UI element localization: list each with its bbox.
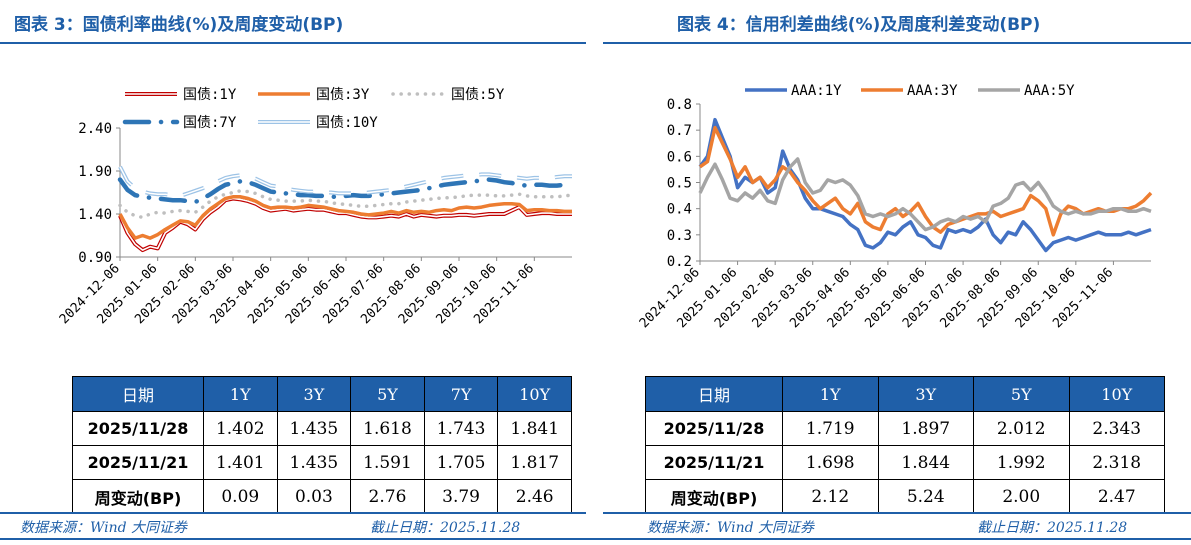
footer: 数据来源：Wind 大同证券 截止日期：2025.11.28 bbox=[603, 512, 1191, 536]
series-line bbox=[118, 189, 574, 220]
row-label: 2025/11/28 bbox=[72, 411, 204, 446]
table-cell: 1.743 bbox=[423, 411, 499, 446]
table-cell: 1.435 bbox=[276, 411, 352, 446]
table-header: 3Y bbox=[276, 376, 352, 412]
table-cell: 1.841 bbox=[497, 411, 572, 446]
cutoff-date: 截止日期：2025.11.28 bbox=[370, 520, 521, 536]
row-label: 周变动(BP) bbox=[645, 479, 783, 514]
series-line-inner bbox=[119, 166, 572, 197]
credit-spread-chart: 0.20.30.40.50.60.70.82024-12-062025-01-0… bbox=[637, 83, 1153, 331]
footer: 数据来源：Wind 大同证券 截止日期：2025.11.28 bbox=[0, 512, 586, 536]
right-panel: 图表 4：信用利差曲线(%)及周度利差变动(BP) 0.2 0.3 0.4 0.5 0.… bbox=[603, 0, 1191, 545]
table-header: 5Y bbox=[973, 376, 1070, 412]
table-cell: 1.719 bbox=[782, 411, 879, 446]
table-row: 2025/11/21 1.401 1.435 1.591 1.705 1.817 bbox=[72, 445, 572, 480]
table-header: 1Y bbox=[782, 376, 879, 412]
y-tick-label: 0.8 bbox=[667, 97, 692, 113]
bottom-rule bbox=[0, 538, 1191, 540]
credit-table: 日期 1Y 3Y 5Y 10Y 2025/11/28 1.719 1.897 2… bbox=[645, 376, 1165, 514]
table-header: 1Y bbox=[203, 376, 278, 412]
table-cell: 1.705 bbox=[423, 445, 499, 480]
table-row: 周变动(BP) 0.09 0.03 2.76 3.79 2.46 bbox=[72, 479, 572, 514]
table-row: 2025/11/21 1.698 1.844 1.992 2.318 bbox=[645, 445, 1165, 480]
table-cell: 2.343 bbox=[1068, 411, 1165, 446]
table-cell: 2.318 bbox=[1068, 445, 1165, 480]
table-cell: 2.47 bbox=[1068, 479, 1165, 514]
y-tick-label: 0.6 bbox=[667, 149, 692, 165]
treasury-table: 日期 1Y 3Y 5Y 7Y 10Y 2025/11/28 1.402 1.43… bbox=[72, 376, 572, 514]
series-line bbox=[118, 195, 572, 240]
table-cell: 2.012 bbox=[973, 411, 1070, 446]
y-tick-label: 0.3 bbox=[667, 228, 692, 244]
legend-label: 国债:3Y bbox=[316, 87, 370, 103]
series-line-inner bbox=[119, 197, 572, 251]
table-header: 7Y bbox=[423, 376, 499, 412]
y-tick-label: 0.2 bbox=[667, 254, 692, 270]
data-source: 数据来源：Wind 大同证券 bbox=[20, 520, 188, 536]
table-cell: 1.591 bbox=[350, 445, 425, 480]
table-cell: 5.24 bbox=[877, 479, 974, 514]
y-tick-label: 0.7 bbox=[667, 123, 692, 139]
chart-title: 图表 4：信用利差曲线(%)及周度利差变动(BP) bbox=[677, 15, 1041, 35]
y-tick-label: 0.5 bbox=[667, 176, 692, 192]
left-panel: 图表 3：国债利率曲线(%)及周度变动(BP) 0.90 1.40 1.90 2.40… bbox=[0, 0, 586, 545]
row-label: 周变动(BP) bbox=[72, 479, 204, 514]
table-header: 5Y bbox=[350, 376, 425, 412]
title-rule bbox=[603, 42, 1191, 44]
legend-label: AAA:3Y bbox=[907, 83, 958, 99]
series-line bbox=[698, 157, 1152, 232]
row-label: 2025/11/28 bbox=[645, 411, 783, 446]
table-cell: 1.817 bbox=[497, 445, 572, 480]
table-header: 10Y bbox=[1068, 376, 1165, 412]
series-line bbox=[117, 177, 575, 205]
y-tick-label: 0.4 bbox=[667, 202, 692, 218]
row-label: 2025/11/21 bbox=[645, 445, 783, 480]
table-header: 3Y bbox=[877, 376, 974, 412]
legend-label: AAA:1Y bbox=[791, 83, 842, 99]
legend-label: 国债:10Y bbox=[316, 115, 378, 131]
table-row: 周变动(BP) 2.12 5.24 2.00 2.47 bbox=[645, 479, 1165, 514]
series-line bbox=[699, 125, 1153, 237]
table-cell: 2.12 bbox=[782, 479, 879, 514]
table-cell: 1.401 bbox=[203, 445, 278, 480]
table-cell: 2.76 bbox=[350, 479, 425, 514]
y-tick-label: 2.40 bbox=[78, 121, 112, 137]
table-row: 2025/11/28 1.719 1.897 2.012 2.343 bbox=[645, 411, 1165, 446]
table-row: 2025/11/28 1.402 1.435 1.618 1.743 1.841 bbox=[72, 411, 572, 446]
chart-title: 图表 3：国债利率曲线(%)及周度变动(BP) bbox=[14, 15, 344, 35]
treasury-yield-chart: 0.901.401.902.402024-12-062025-01-062025… bbox=[57, 87, 575, 327]
table-cell: 1.992 bbox=[973, 445, 1070, 480]
table-cell: 1.844 bbox=[877, 445, 974, 480]
y-tick-label: 1.40 bbox=[78, 207, 112, 223]
title-rule bbox=[0, 42, 586, 44]
cutoff-date: 截止日期：2025.11.28 bbox=[977, 520, 1128, 536]
table-cell: 0.03 bbox=[276, 479, 352, 514]
table-cell: 1.402 bbox=[203, 411, 278, 446]
row-label: 2025/11/21 bbox=[72, 445, 204, 480]
y-tick-label: 0.90 bbox=[78, 250, 112, 266]
series-line bbox=[698, 117, 1152, 253]
table-cell: 0.09 bbox=[203, 479, 278, 514]
table-header-date: 日期 bbox=[645, 376, 783, 412]
legend-label: AAA:5Y bbox=[1024, 83, 1075, 99]
legend-label: 国债:7Y bbox=[183, 115, 237, 131]
table-cell: 2.46 bbox=[497, 479, 572, 514]
table-cell: 1.698 bbox=[782, 445, 879, 480]
table-header-date: 日期 bbox=[72, 376, 204, 412]
table-cell: 3.79 bbox=[423, 479, 499, 514]
table-cell: 1.435 bbox=[276, 445, 352, 480]
table-cell: 1.897 bbox=[877, 411, 974, 446]
table-header: 10Y bbox=[497, 376, 572, 412]
legend-label: 国债:1Y bbox=[183, 87, 237, 103]
table-cell: 2.00 bbox=[973, 479, 1070, 514]
y-tick-label: 1.90 bbox=[78, 164, 112, 180]
legend-label: 国债:5Y bbox=[451, 87, 505, 103]
table-cell: 1.618 bbox=[350, 411, 425, 446]
data-source: 数据来源：Wind 大同证券 bbox=[647, 520, 815, 536]
